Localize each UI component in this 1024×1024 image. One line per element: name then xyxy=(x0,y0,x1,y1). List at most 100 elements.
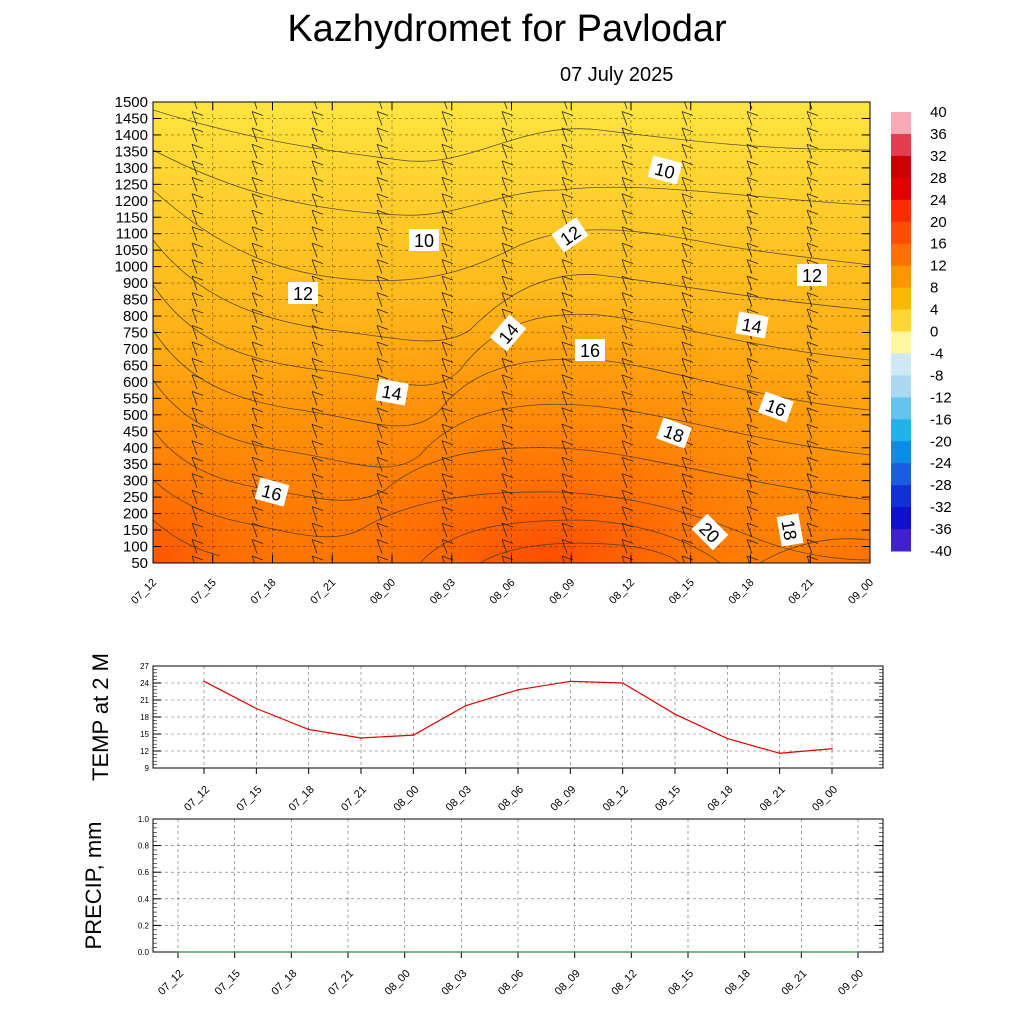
colorbar-segment xyxy=(891,419,911,442)
wind-barb xyxy=(561,259,574,274)
wind-barb-staff xyxy=(251,555,255,563)
wind-barb-flag xyxy=(746,390,759,396)
wind-barb-staff xyxy=(376,275,383,291)
temp-2m-chart: 27 24 21 18 15 12 9 07_12 07_15 07_18 07_21 08_00 08… xyxy=(88,653,884,814)
wind-barb xyxy=(311,160,324,175)
wind-barb-staff xyxy=(561,539,568,554)
wind-barb-flag xyxy=(561,341,574,347)
wind-barb-flag xyxy=(191,358,204,363)
wind-barb-flag xyxy=(806,374,819,380)
contour-line xyxy=(153,189,870,282)
wind-barb-staff xyxy=(191,111,198,126)
wind-barb-staff xyxy=(376,144,383,159)
wind-barb-flag xyxy=(251,111,264,116)
wind-barb-flag xyxy=(806,209,819,215)
wind-barb-staff xyxy=(251,539,258,554)
wind-barb-flag xyxy=(251,407,264,413)
wind-barb xyxy=(376,308,389,324)
x-tick-label: 07_15 xyxy=(213,968,243,998)
wind-barb xyxy=(621,325,634,340)
wind-barb-staff xyxy=(681,539,688,554)
wind-barb xyxy=(251,456,264,472)
wind-barb xyxy=(376,506,389,521)
colorbar-segment xyxy=(891,155,911,179)
wind-barb xyxy=(251,209,264,225)
heatmap-x-tick-label: 07_21 xyxy=(308,577,338,607)
wind-barb xyxy=(681,209,694,225)
wind-barb-staff xyxy=(251,341,258,357)
x-tick-label: 08_18 xyxy=(705,784,735,814)
wind-barb-flag xyxy=(806,242,819,248)
wind-barb xyxy=(501,226,514,241)
contour-label-text: 12 xyxy=(802,266,822,286)
wind-barb-flag xyxy=(251,358,264,363)
wind-barb-flag xyxy=(501,473,514,479)
wind-barb-flag xyxy=(682,95,693,99)
wind-barb-flag xyxy=(806,226,819,232)
wind-barb xyxy=(441,292,454,307)
wind-barb-staff xyxy=(376,407,383,422)
wind-barb-flag xyxy=(681,341,694,347)
colorbar-segment xyxy=(891,133,911,157)
wind-barb-staff xyxy=(441,473,448,488)
wind-barb-staff xyxy=(681,358,688,373)
wind-barb-flag xyxy=(561,127,574,133)
wind-barb xyxy=(251,341,264,357)
heatmap-y-tick-label: 1500 xyxy=(115,94,148,111)
wind-barb-staff xyxy=(376,555,380,563)
wind-barb xyxy=(311,506,324,521)
wind-barb-staff xyxy=(621,111,628,126)
wind-barb-staff xyxy=(501,539,508,554)
wind-barb-flag xyxy=(191,407,204,413)
wind-barb xyxy=(251,407,264,422)
wind-barb-flag xyxy=(251,144,264,149)
wind-barb xyxy=(251,358,264,373)
wind-barb-staff xyxy=(191,160,198,175)
wind-barb-staff xyxy=(311,226,318,241)
wind-barb-flag xyxy=(376,275,389,281)
wind-barb xyxy=(191,341,204,357)
wind-barb-flag xyxy=(681,456,694,462)
wind-barb xyxy=(251,539,264,554)
heatmap-y-tick-label: 800 xyxy=(123,308,148,325)
wind-barb-staff xyxy=(311,193,318,208)
wind-barb xyxy=(376,209,389,225)
wind-barb-staff xyxy=(621,374,628,390)
wind-barb-flag xyxy=(806,473,819,479)
wind-barb-flag xyxy=(376,209,389,215)
wind-barb xyxy=(311,193,324,208)
wind-barb-flag xyxy=(806,423,819,429)
wind-barb-staff xyxy=(441,522,448,538)
wind-barb-staff xyxy=(254,102,258,110)
wind-barb-flag xyxy=(191,423,204,429)
wind-barb-staff xyxy=(376,160,383,175)
contour-label-box xyxy=(489,314,527,352)
wind-barb-flag xyxy=(746,407,759,413)
y-tick-label: 24 xyxy=(140,679,149,688)
wind-barb xyxy=(441,473,454,488)
wind-barb xyxy=(501,456,514,472)
wind-barb-staff xyxy=(441,160,448,175)
data-point xyxy=(726,737,729,740)
wind-barb xyxy=(376,242,389,258)
wind-barb-staff xyxy=(441,243,448,258)
contour-line xyxy=(153,429,870,501)
wind-barb-flag xyxy=(806,292,819,297)
wind-barb-staff xyxy=(441,275,448,291)
data-point xyxy=(403,951,406,953)
wind-barb-staff xyxy=(191,144,198,159)
wind-barb-flag xyxy=(251,473,264,479)
heatmap-y-tick-label: 150 xyxy=(123,522,148,539)
wind-barb-staff xyxy=(501,473,508,488)
wind-barb xyxy=(191,160,204,175)
contour-label: 10 xyxy=(409,229,439,251)
wind-barb-flag xyxy=(806,539,819,544)
wind-barb xyxy=(311,440,324,455)
wind-barb-flag xyxy=(441,292,454,297)
x-tick-label: 08_09 xyxy=(548,784,578,814)
wind-barb-flag xyxy=(681,308,694,314)
wind-barb-staff xyxy=(441,457,448,472)
wind-barb xyxy=(681,358,694,373)
wind-barb xyxy=(681,407,694,422)
wind-barb-staff xyxy=(621,325,628,340)
